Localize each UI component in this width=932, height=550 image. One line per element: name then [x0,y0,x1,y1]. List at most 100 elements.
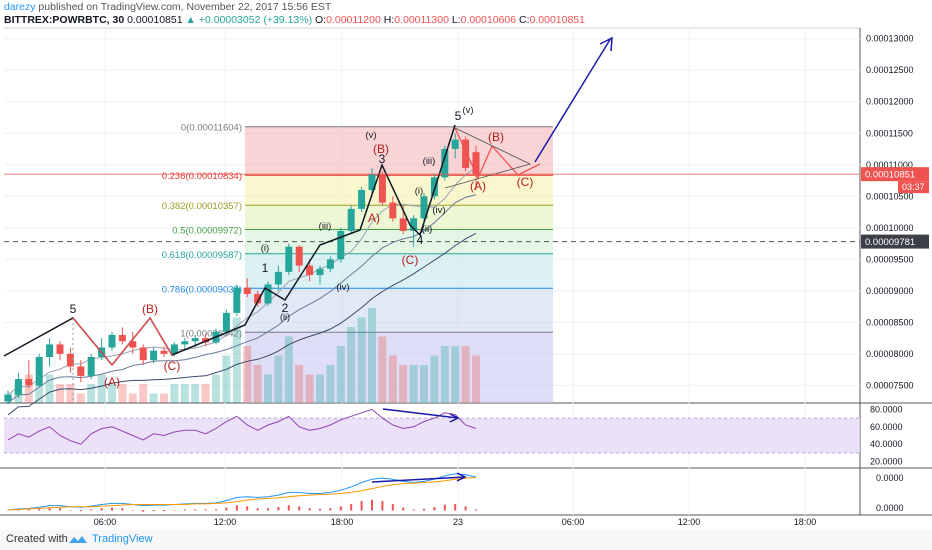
author-link[interactable]: darezy [4,1,36,13]
candle-body [472,152,480,175]
macd-histogram-bar [90,509,93,511]
candle-body [410,218,418,231]
hline-badge [861,234,929,249]
wave-label: (iv) [336,282,349,293]
candle-body [181,341,189,345]
price-axis[interactable]: 0.00013000 0.00012500 0.00012000 0.00011500… [4,34,929,513]
wave-label: (C) [402,253,419,267]
macd-histogram-bar [59,508,61,511]
wave-label: 2 [282,301,289,315]
candle-body [358,189,366,209]
close-key: C: [519,14,530,26]
wave-label: (v) [365,130,376,141]
wave-label: 4 [417,233,424,247]
candle-body [25,379,33,386]
time-tick-label: 18:00 [794,517,817,527]
candle-body [170,344,178,354]
candle-body [347,208,355,231]
candle-body [150,350,158,361]
price-tick-label: 0.00008500 [866,317,914,327]
macd-histogram-bar [246,506,249,511]
candle-body [441,149,449,178]
wave-label: (A) [104,375,120,389]
open-key: O: [315,14,327,26]
change-value: ▲ +0.00003052 (+39.13%) [185,14,313,26]
price-tick-label: 0.00010000 [866,223,914,233]
close-value: 0.00010851 [529,14,585,26]
candle-body [378,174,386,203]
macd-histogram-bar [69,510,72,511]
fib-level-label: 0.236(0.00010834) [162,171,242,182]
wave-label: 3 [379,152,386,166]
fib-level-label: 0.382(0.00010357) [162,201,242,212]
price-chart[interactable]: 0(0.00011604) 0.236(0.00010834) 0.382(0.00… [0,0,932,530]
fib-zone [245,205,553,230]
candle-body [316,268,324,276]
macd-histogram-bar [464,506,467,511]
arrowhead [599,36,613,52]
high-value: 0.00011300 [394,14,449,26]
rsi-pane[interactable] [4,408,860,454]
projection-arrow [534,37,612,163]
macd-histogram-bar [298,506,301,511]
rsi-tick-label: 60.0000 [870,422,903,432]
macd-line [7,473,477,511]
macd-histogram-bar [194,509,197,511]
rsi-tick-label: 80.0000 [870,404,903,414]
volume-bar [108,384,116,403]
rsi-tick-label: 20.0000 [870,457,903,467]
volume-bar [76,393,85,403]
macd-histogram-bar [142,510,145,512]
volume-bar [284,336,293,403]
fib-level-label: 0.618(0.00009587) [162,250,242,261]
low-key: L: [451,14,461,26]
wave-label: (iv) [432,205,445,216]
wave-label: (v) [462,105,473,116]
candle-body [430,177,438,197]
price-tick-label: 0.00013000 [866,34,914,44]
time-axis[interactable]: 06:00 12:00 18:00 23 06:00 12:00 18:00 [94,517,817,527]
volume-bar [56,384,64,403]
fibonacci-retracement[interactable]: 0(0.00011604) 0.236(0.00010834) 0.382(0.00… [4,123,860,403]
candle-body [56,344,64,354]
macd-histogram-bar [402,507,405,511]
tradingview-brand[interactable]: TradingView [92,533,153,545]
created-with-text: Created with [6,533,68,545]
elliott-wave-drawing[interactable] [3,36,613,402]
fib-zone [245,126,553,176]
candle-body [46,344,54,357]
volume-bar [222,355,231,403]
volume-bar [243,346,252,403]
fib-zone [245,332,553,403]
volume-bar [232,317,241,403]
rsi-line [7,408,477,445]
volume-bar [191,384,200,403]
candle-body [77,366,85,376]
candle-body [14,379,22,395]
time-tick-label: 18:00 [331,517,354,527]
macd-histogram-bar [360,501,363,511]
moving-average-line [7,194,477,404]
macd-histogram-bar [111,507,113,511]
hline-price-label: 0.00009781 [865,237,915,248]
volume-bar [201,384,210,403]
candle-body [368,174,376,190]
volume-bar [35,384,44,403]
macd-pane[interactable] [7,472,477,512]
candle-body [285,246,293,272]
volume-bar [347,327,356,403]
wave-label: (B) [142,302,158,316]
fib-level-label: 1(0.00008342) [180,328,242,339]
ohlc-legend: BITTREX:POWRBTC, 30 0.00010851 ▲ +0.0000… [4,14,585,26]
candle-body [389,202,397,219]
macd-histogram-bar [371,499,373,511]
macd-histogram-bar [443,504,446,511]
countdown-badge [898,181,929,194]
time-tick-label: 12:00 [678,517,701,527]
macd-histogram-bar [235,505,238,511]
tradingview-logo-icon [69,536,87,543]
macd-histogram-bar [183,509,186,511]
volume-bar [87,384,96,403]
candle-body [160,350,168,354]
macd-histogram-bar [350,504,353,511]
